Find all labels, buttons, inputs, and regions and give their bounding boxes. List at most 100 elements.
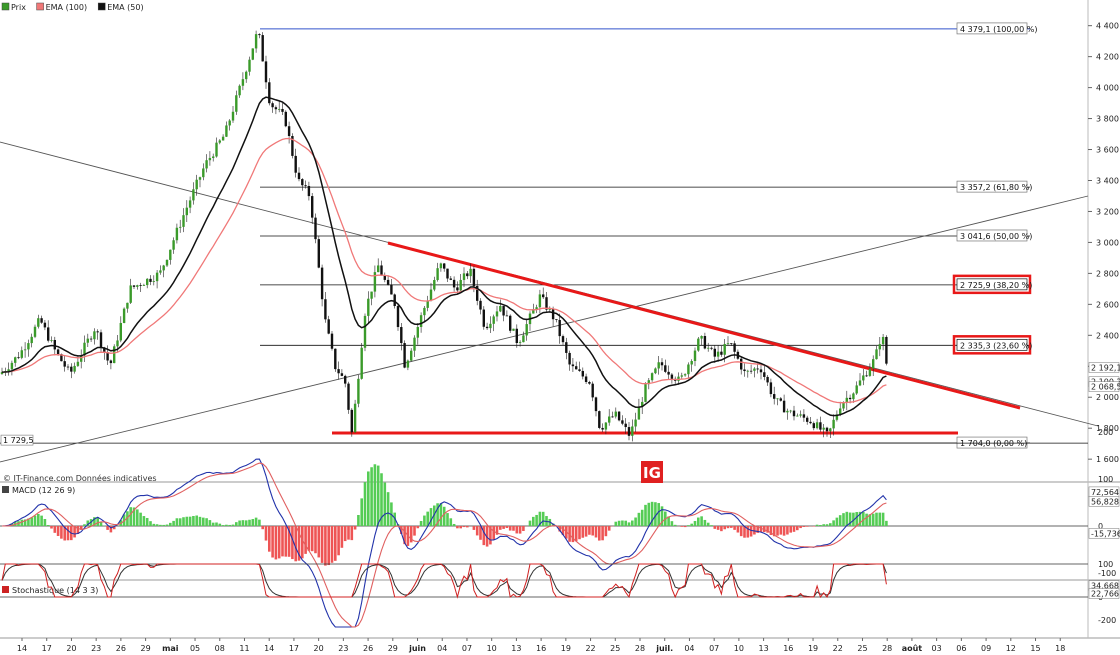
macd-histogram-bar bbox=[261, 526, 264, 530]
macd-histogram-bar bbox=[182, 517, 185, 526]
candle-body bbox=[832, 419, 835, 429]
candle-body bbox=[621, 420, 624, 424]
candle-body bbox=[149, 278, 152, 282]
macd-histogram-bar bbox=[254, 517, 258, 526]
y-tick-label: 4 200 bbox=[1096, 53, 1119, 62]
macd-histogram-bar bbox=[350, 526, 354, 541]
candle-body bbox=[311, 196, 314, 218]
macd-histogram-bar bbox=[819, 524, 822, 526]
candle-body bbox=[806, 417, 809, 422]
candle-body bbox=[753, 368, 756, 371]
macd-histogram-bar bbox=[535, 514, 538, 526]
candle-body bbox=[542, 294, 545, 298]
macd-histogram-bar bbox=[578, 526, 581, 540]
macd-histogram-bar bbox=[284, 526, 288, 557]
macd-histogram-bar bbox=[703, 519, 707, 526]
x-tick-label: 26 bbox=[116, 644, 126, 653]
candle-body bbox=[518, 342, 522, 344]
macd-histogram-bar bbox=[373, 464, 377, 526]
y-tick-label: 3 600 bbox=[1096, 146, 1119, 155]
macd-histogram-bar bbox=[73, 526, 76, 538]
macd-value-box bbox=[1088, 528, 1120, 539]
macd-histogram-bar bbox=[268, 526, 271, 552]
candle-body bbox=[664, 365, 667, 372]
candle-body bbox=[862, 375, 865, 381]
candle-body bbox=[707, 347, 710, 349]
macd-y-tick: 0 bbox=[1098, 522, 1103, 531]
macd-histogram-bar bbox=[522, 526, 525, 531]
x-tick-label: 14 bbox=[17, 644, 27, 653]
candle-body bbox=[532, 309, 535, 314]
x-tick-label: août bbox=[902, 644, 923, 653]
candle-body bbox=[139, 285, 142, 287]
candle-body bbox=[380, 265, 383, 276]
macd-histogram-bar bbox=[832, 520, 835, 526]
macd-histogram-bar bbox=[462, 526, 466, 528]
macd-histogram-bar bbox=[109, 526, 113, 533]
macd-line bbox=[1, 458, 887, 628]
candle-body bbox=[142, 285, 146, 286]
candle-body bbox=[126, 302, 129, 309]
macd-histogram-bar bbox=[248, 519, 251, 526]
x-tick-label: 17 bbox=[42, 644, 52, 653]
x-tick-label: 10 bbox=[734, 644, 744, 653]
macd-histogram-bar bbox=[162, 524, 165, 526]
macd-histogram-bar bbox=[277, 526, 281, 559]
x-tick-label: 15 bbox=[1030, 644, 1040, 653]
macd-histogram-bar bbox=[449, 518, 453, 526]
candle-body bbox=[779, 398, 782, 401]
macd-histogram-bar bbox=[796, 526, 799, 531]
macd-histogram-bar bbox=[482, 526, 486, 546]
macd-histogram-bar bbox=[238, 520, 241, 526]
macd-histogram-bar bbox=[538, 511, 542, 526]
macd-histogram-bar bbox=[700, 516, 703, 526]
candle-body bbox=[400, 327, 403, 344]
candle-body bbox=[40, 318, 43, 323]
macd-histogram-bar bbox=[304, 526, 307, 554]
x-tick-label: 10 bbox=[487, 644, 497, 653]
y-tick-label: 3 000 bbox=[1096, 238, 1119, 247]
y-tick-label: 2 600 bbox=[1096, 300, 1119, 309]
candle-body bbox=[710, 347, 713, 349]
candle-body bbox=[769, 382, 773, 395]
x-tick-label: 22 bbox=[585, 644, 595, 653]
low-level-label: 1 729,5 bbox=[3, 436, 34, 445]
candle-body bbox=[852, 393, 855, 400]
candle-body bbox=[360, 347, 363, 379]
candle-body bbox=[848, 397, 852, 400]
macd-histogram-bar bbox=[43, 519, 47, 526]
macd-histogram-bar bbox=[165, 524, 169, 526]
candle-body bbox=[575, 366, 578, 370]
macd-histogram-bar bbox=[367, 471, 370, 526]
macd-histogram-bar bbox=[706, 522, 710, 526]
candle-body bbox=[749, 370, 753, 372]
candle-body bbox=[815, 422, 819, 429]
macd-histogram-bar bbox=[446, 513, 449, 526]
candle-body bbox=[106, 352, 109, 361]
candle-body bbox=[218, 140, 221, 143]
macd-histogram-bar bbox=[426, 511, 429, 526]
candle-body bbox=[878, 344, 881, 350]
candle-body bbox=[509, 315, 512, 331]
macd-histogram-bar bbox=[723, 526, 726, 530]
macd-swatch bbox=[2, 486, 9, 493]
macd-histogram-bar bbox=[743, 526, 746, 538]
y-tick-label: 1 600 bbox=[1096, 455, 1119, 464]
candle-body bbox=[7, 369, 10, 372]
y-tick-label: 1 800 bbox=[1096, 424, 1119, 433]
macd-histogram-bar bbox=[452, 523, 456, 526]
macd-histogram-bar bbox=[423, 515, 426, 526]
candle-body bbox=[693, 350, 697, 362]
y-tick-label: 2 400 bbox=[1096, 331, 1119, 340]
macd-histogram-bar bbox=[211, 522, 215, 526]
candle-body bbox=[611, 416, 614, 418]
macd-histogram-bar bbox=[624, 520, 627, 526]
macd-histogram-bar bbox=[327, 526, 330, 566]
macd-histogram-bar bbox=[730, 526, 733, 528]
macd-histogram-bar bbox=[673, 524, 677, 526]
candle-body bbox=[129, 285, 132, 303]
macd-histogram-bar bbox=[591, 526, 594, 536]
macd-histogram-bar bbox=[456, 526, 459, 529]
macd-histogram-bar bbox=[862, 511, 865, 526]
